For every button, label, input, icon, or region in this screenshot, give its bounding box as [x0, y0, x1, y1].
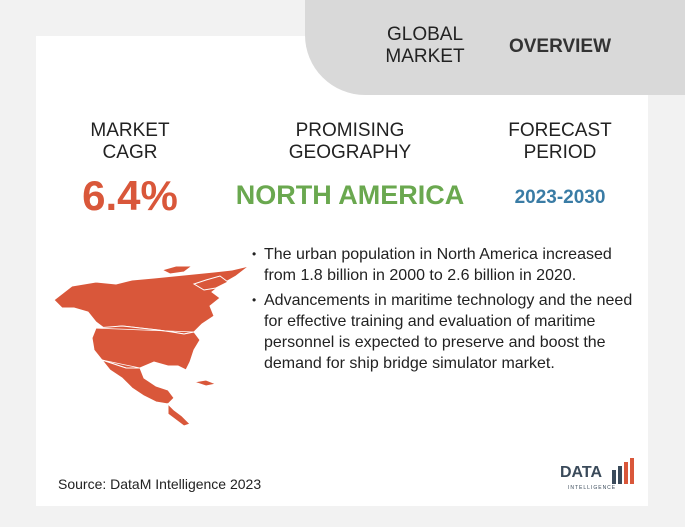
north-america-map-icon [53, 265, 250, 427]
bullet-text: Advancements in maritime technology and … [264, 292, 633, 372]
cagr-value: 6.4% [82, 172, 178, 219]
bullet-text: The urban population in North America in… [264, 246, 612, 284]
logo-subtitle: INTELLIGENCE [568, 485, 617, 491]
list-item: • Advancements in maritime technology an… [252, 290, 642, 374]
bullet-dot-icon: • [252, 293, 257, 307]
page-title: OVERVIEW [508, 36, 612, 57]
forecast-period-label: FORECAST PERIOD [508, 120, 612, 163]
logo-wordmark: DATA [560, 464, 603, 481]
overview-card [36, 36, 648, 506]
list-item: • The urban population in North America … [252, 244, 642, 286]
geography-value: NORTH AMERICA [235, 180, 465, 210]
bar-chart-icon [612, 458, 634, 484]
forecast-period-value: 2023-2030 [514, 187, 606, 208]
bullet-dot-icon: • [252, 247, 257, 261]
datam-logo-icon: DATA INTELLIGENCE [560, 458, 640, 498]
cagr-label: MARKET CAGR [90, 120, 170, 163]
geography-label: PROMISING GEOGRAPHY [288, 120, 412, 163]
header-tab [305, 0, 685, 95]
source-caption: Source: DataM Intelligence 2023 [58, 476, 262, 492]
section-label: GLOBAL MARKET [385, 24, 465, 67]
bullet-list: • The urban population in North America … [252, 244, 642, 378]
